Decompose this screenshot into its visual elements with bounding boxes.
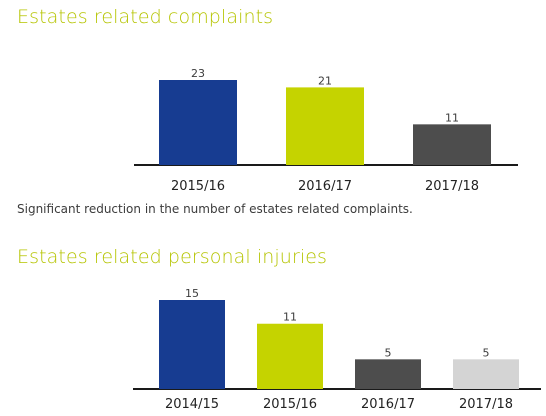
complaints-bar-chart: 23 2015/16 21 2016/17 11 2017/18 (134, 67, 518, 194)
complaints-bar-value-label: 23 (191, 67, 205, 80)
injuries-x-tick-label: 2014/15 (165, 397, 219, 412)
complaints-caption: Significant reduction in the number of e… (17, 202, 413, 216)
injuries-x-tick-label: 2016/17 (361, 397, 415, 412)
injuries-chart-title: Estates related personal injuries (17, 246, 328, 268)
injuries-bar-value-label: 5 (483, 346, 490, 359)
injuries-bar-0 (159, 300, 225, 389)
complaints-bar-0 (159, 80, 237, 165)
injuries-bar-2 (355, 359, 421, 389)
injuries-bar-chart: 15 2014/15 11 2015/16 5 2016/17 5 2017/18 (133, 287, 541, 412)
injuries-bar-3 (453, 359, 519, 389)
injuries-x-tick-label: 2015/16 (263, 397, 317, 412)
complaints-bar-1 (286, 87, 364, 165)
complaints-x-tick-label: 2016/17 (298, 179, 352, 194)
complaints-chart-title: Estates related complaints (17, 6, 274, 28)
injuries-bar-value-label: 5 (385, 346, 392, 359)
injuries-bar-value-label: 15 (185, 287, 199, 300)
complaints-x-tick-label: 2015/16 (171, 179, 225, 194)
complaints-bar-value-label: 11 (445, 111, 459, 124)
complaints-x-tick-label: 2017/18 (425, 179, 479, 194)
complaints-bar-2 (413, 124, 491, 165)
injuries-bar-1 (257, 323, 323, 389)
injuries-x-tick-label: 2017/18 (459, 397, 513, 412)
complaints-bar-value-label: 21 (318, 74, 332, 87)
injuries-bar-value-label: 11 (283, 311, 297, 324)
